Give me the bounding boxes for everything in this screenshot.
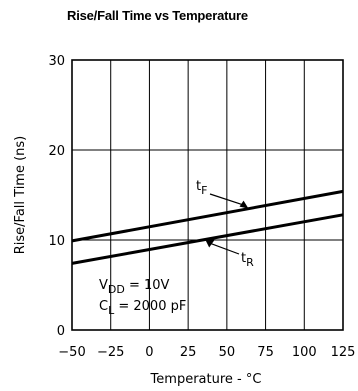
x-tick-label: −25 — [97, 345, 124, 360]
x-tick-label: 0 — [145, 345, 153, 360]
y-tick-labels: 0 10 20 30 — [48, 54, 65, 339]
leader-line-tR — [207, 241, 240, 255]
y-tick-label: 20 — [48, 144, 65, 159]
arrowhead-tF — [239, 200, 249, 209]
y-tick-label: 10 — [48, 234, 65, 249]
series-label-tR: tR — [241, 251, 254, 269]
annotations: tF tR VDD = 10V CL = 2000 pF — [99, 179, 254, 317]
series-line-tF — [71, 189, 344, 243]
x-tick-label: 25 — [180, 345, 197, 360]
x-tick-labels: −50 −25 0 25 50 75 100 125 — [58, 345, 355, 360]
condition-cl: CL = 2000 pF — [99, 299, 186, 317]
y-axis-label: Rise/Fall Time (ns) — [13, 136, 28, 255]
y-tick-label: 0 — [57, 324, 65, 339]
series — [71, 189, 344, 265]
leader-line-tF — [209, 193, 246, 207]
x-tick-label: 50 — [219, 345, 236, 360]
x-tick-label: 125 — [331, 345, 356, 360]
x-tick-label: −50 — [58, 345, 85, 360]
series-label-tF: tF — [196, 179, 207, 197]
plot-border — [71, 59, 344, 331]
x-tick-label: 100 — [292, 345, 317, 360]
condition-vdd: VDD = 10V — [99, 278, 170, 296]
x-tick-label: 75 — [257, 345, 274, 360]
plot-frame — [71, 59, 344, 331]
arrowhead-tR — [205, 239, 215, 248]
y-tick-label: 30 — [48, 54, 65, 69]
x-axis-label: Temperature - °C — [150, 372, 262, 387]
chart-title: Rise/Fall Time vs Temperature — [67, 8, 248, 23]
series-line-tR — [71, 213, 344, 265]
